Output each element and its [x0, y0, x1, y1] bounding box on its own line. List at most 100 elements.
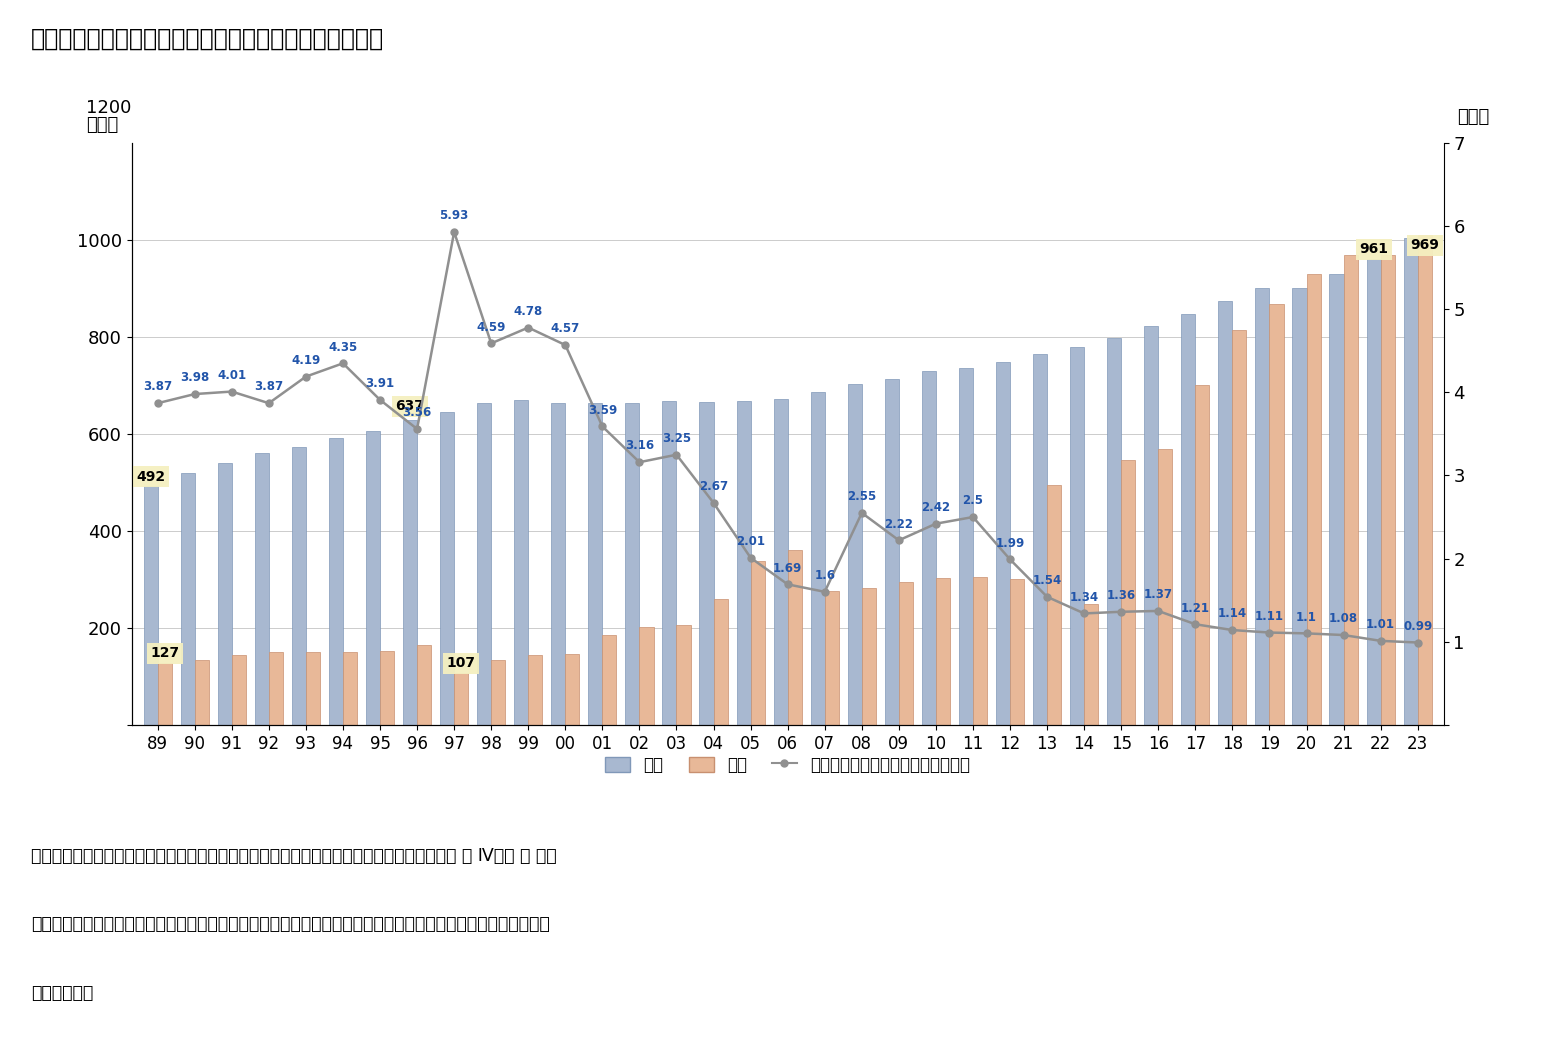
Bar — [862, 588, 876, 725]
Legend: 日本, 韓国, 韓国と比べた日本の最低賃金の水準: 日本, 韓国, 韓国と比べた日本の最低賃金の水準 — [599, 749, 976, 781]
韓国と比べた日本の最低賃金の水準 — [741, 551, 760, 564]
Bar — [455, 673, 469, 725]
Bar — [811, 391, 825, 725]
Bar — [1403, 238, 1417, 725]
Bar — [1307, 274, 1321, 725]
Text: 127: 127 — [150, 646, 179, 661]
Bar — [439, 412, 455, 725]
韓国と比べた日本の最低賃金の水準 — [260, 397, 278, 409]
Bar — [639, 627, 653, 725]
Bar — [1084, 604, 1098, 725]
Bar — [1159, 449, 1173, 725]
韓国と比べた日本の最低賃金の水準 — [667, 448, 685, 461]
Text: 3.91: 3.91 — [365, 378, 394, 390]
韓国と比べた日本の最低賃金の水準 — [1149, 605, 1168, 618]
Bar — [1343, 255, 1358, 725]
韓国と比べた日本の最低賃金の水準 — [1261, 626, 1279, 639]
Bar — [959, 367, 973, 725]
韓国と比べた日本の最低賃金の水準 — [852, 507, 871, 520]
Text: 1.01: 1.01 — [1366, 619, 1395, 631]
Text: 4.35: 4.35 — [328, 341, 357, 353]
Text: 637: 637 — [396, 399, 424, 413]
韓国と比べた日本の最低賃金の水準 — [149, 397, 167, 409]
Text: 2.67: 2.67 — [699, 480, 729, 493]
Bar — [1366, 259, 1380, 725]
Bar — [232, 655, 246, 725]
Text: 4.78: 4.78 — [514, 305, 543, 318]
Bar — [1233, 330, 1247, 725]
Text: 1.37: 1.37 — [1143, 588, 1173, 602]
Bar — [588, 403, 602, 725]
Text: 2.42: 2.42 — [922, 501, 950, 514]
Bar — [306, 652, 320, 725]
Bar — [699, 403, 713, 725]
Bar — [750, 562, 764, 725]
韓国と比べた日本の最低賃金の水準 — [815, 586, 834, 599]
Bar — [825, 591, 838, 725]
Bar — [1122, 460, 1135, 725]
Bar — [1182, 313, 1196, 725]
韓国と比べた日本の最低賃金の水準 — [630, 456, 648, 468]
韓国と比べた日本の最低賃金の水準 — [964, 510, 982, 523]
韓国と比べた日本の最低賃金の水準 — [297, 370, 316, 383]
韓国と比べた日本の最低賃金の水準 — [186, 388, 204, 401]
Text: 5.93: 5.93 — [439, 209, 469, 222]
Bar — [1219, 301, 1233, 725]
Bar — [565, 653, 580, 725]
韓国と比べた日本の最低賃金の水準 — [1224, 624, 1242, 636]
Bar — [367, 431, 381, 725]
韓国と比べた日本の最低賃金の水準 — [555, 339, 574, 351]
Bar — [514, 401, 528, 725]
Text: 1.69: 1.69 — [774, 562, 803, 574]
Text: 1.14: 1.14 — [1217, 607, 1247, 621]
Text: 3.87: 3.87 — [254, 381, 283, 393]
Text: 3.25: 3.25 — [662, 432, 692, 445]
韓国と比べた日本の最低賃金の水準 — [1408, 636, 1426, 649]
Bar — [551, 403, 565, 725]
Text: 2.01: 2.01 — [736, 535, 766, 548]
Bar — [1145, 326, 1159, 725]
韓国と比べた日本の最低賃金の水準 — [1298, 627, 1316, 640]
Bar — [144, 486, 158, 725]
Text: 図表３　日本円に換算した日韓における最低賃金の水準: 図表３ 日本円に換算した日韓における最低賃金の水準 — [31, 26, 384, 50]
Text: 1.21: 1.21 — [1180, 602, 1210, 614]
韓国と比べた日本の最低賃金の水準 — [1075, 607, 1094, 620]
韓国と比べた日本の最低賃金の水準 — [408, 423, 427, 436]
Text: 3.98: 3.98 — [179, 371, 209, 384]
Bar — [885, 379, 899, 725]
Bar — [1270, 304, 1284, 725]
韓国と比べた日本の最低賃金の水準 — [778, 578, 797, 590]
Text: 4.59: 4.59 — [476, 321, 506, 333]
韓国と比べた日本の最低賃金の水準 — [1038, 590, 1057, 603]
Bar — [1010, 579, 1024, 725]
Bar — [158, 663, 172, 725]
韓国と比べた日本の最低賃金の水準 — [518, 321, 537, 333]
Bar — [492, 661, 506, 725]
Bar — [787, 550, 801, 725]
Text: 1.54: 1.54 — [1032, 574, 1061, 587]
Text: 出所）日本：独立行政法人労働政策研究・研修機構「早わかり　グラフでみる長期労働統計 ＞ Ⅳ賃金 ＞ 図３: 出所）日本：独立行政法人労働政策研究・研修機構「早わかり グラフでみる長期労働統… — [31, 847, 557, 865]
Bar — [255, 452, 269, 725]
Line: 韓国と比べた日本の最低賃金の水準: 韓国と比べた日本の最低賃金の水準 — [155, 228, 1422, 646]
Bar — [676, 626, 690, 725]
韓国と比べた日本の最低賃金の水準 — [890, 534, 908, 547]
Text: 3.59: 3.59 — [588, 404, 617, 417]
Text: 最低賃金」、厉生労働省「地域別最低賃金改定状況」各年、韓国：最低賃金委員会「年度別最低賃金決定現況」: 最低賃金」、厉生労働省「地域別最低賃金改定状況」各年、韓国：最低賃金委員会「年度… — [31, 915, 549, 933]
Text: （円）: （円） — [85, 117, 118, 135]
韓国と比べた日本の最低賃金の水準 — [1112, 606, 1131, 619]
Bar — [1047, 485, 1061, 725]
Bar — [381, 650, 394, 725]
Bar — [1071, 347, 1084, 725]
Text: 1.36: 1.36 — [1106, 589, 1135, 602]
Text: 1.34: 1.34 — [1069, 591, 1098, 604]
Text: 0.99: 0.99 — [1403, 620, 1433, 633]
Bar — [662, 401, 676, 725]
Bar — [736, 401, 750, 725]
Text: 2.55: 2.55 — [848, 490, 877, 503]
Text: 4.19: 4.19 — [291, 353, 320, 367]
韓国と比べた日本の最低賃金の水準 — [446, 226, 464, 239]
Bar — [1292, 287, 1307, 725]
Bar — [899, 582, 913, 725]
Bar — [418, 645, 432, 725]
Text: 492: 492 — [136, 469, 166, 484]
